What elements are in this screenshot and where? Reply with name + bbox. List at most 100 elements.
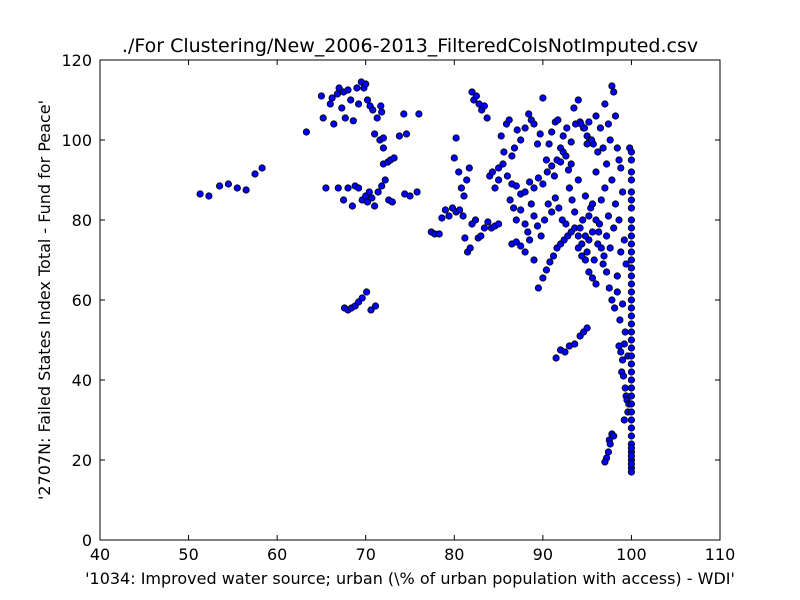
data-point [517, 242, 525, 250]
data-point [554, 116, 562, 124]
y-tick-label: 20 [72, 451, 92, 470]
data-point [494, 164, 503, 172]
data-point [484, 218, 492, 226]
data-point [438, 214, 446, 222]
data-point [627, 288, 636, 296]
data-point [627, 336, 636, 344]
x-tick-label: 90 [533, 545, 553, 564]
data-point [627, 156, 636, 164]
data-point [512, 238, 520, 246]
data-point [461, 234, 469, 242]
x-tick-label: 40 [90, 545, 110, 564]
data-point [608, 82, 616, 90]
data-point [561, 348, 569, 356]
data-point [344, 184, 352, 192]
data-point [627, 452, 636, 460]
data-point [339, 196, 348, 204]
data-point [621, 384, 629, 392]
data-point [513, 126, 521, 134]
data-point [459, 212, 467, 220]
data-point [512, 216, 520, 224]
data-point [527, 200, 535, 208]
data-point [545, 140, 553, 148]
y-tick-label: 80 [72, 211, 92, 230]
data-point [588, 200, 597, 208]
data-point [587, 136, 596, 144]
data-point [594, 148, 602, 156]
data-point [460, 192, 468, 200]
data-point [627, 304, 636, 312]
data-point [341, 114, 349, 122]
data-point [585, 212, 593, 220]
data-point [592, 112, 600, 120]
data-point [196, 190, 204, 198]
data-point [610, 304, 619, 312]
data-point [205, 192, 213, 200]
data-point [627, 344, 636, 352]
x-tick-label: 50 [178, 545, 198, 564]
data-point [415, 110, 423, 118]
data-point [604, 448, 613, 456]
data-point [543, 168, 551, 176]
data-point [452, 134, 460, 142]
data-point [328, 94, 336, 102]
data-point [627, 360, 636, 368]
data-point [379, 134, 387, 142]
data-point [627, 148, 636, 156]
data-point [322, 184, 330, 192]
data-point [567, 138, 575, 146]
data-point [406, 192, 414, 200]
x-axis-ticks: 40 50 60 70 80 90 100 110 [90, 60, 735, 564]
data-point [370, 130, 379, 138]
data-point [317, 92, 325, 100]
data-point [353, 84, 361, 92]
data-point [627, 248, 636, 256]
data-point [601, 458, 609, 466]
data-point [604, 120, 613, 128]
data-point [615, 156, 623, 164]
data-point [251, 170, 259, 178]
data-point [363, 198, 372, 206]
data-point [599, 144, 607, 152]
data-point [583, 248, 591, 256]
data-point [506, 196, 514, 204]
x-tick-label: 60 [267, 545, 287, 564]
data-point [627, 400, 636, 408]
data-point [627, 264, 636, 272]
data-point [525, 110, 533, 118]
data-point [503, 172, 511, 180]
data-point [615, 216, 623, 224]
data-point [445, 212, 453, 220]
data-point [548, 128, 556, 136]
data-point [620, 416, 628, 424]
data-point [588, 274, 597, 282]
data-point [377, 102, 385, 110]
data-point [517, 206, 525, 214]
data-point [530, 256, 538, 264]
data-point [512, 182, 520, 190]
data-point [335, 84, 343, 92]
data-point [588, 228, 597, 236]
data-point [468, 88, 476, 96]
data-point [608, 296, 616, 304]
data-point [590, 256, 598, 264]
data-point [521, 188, 529, 196]
data-point [537, 232, 545, 240]
data-point [555, 204, 563, 212]
data-point [592, 216, 600, 224]
y-tick-label: 60 [72, 291, 92, 310]
data-point [613, 144, 621, 152]
data-point [508, 152, 516, 160]
data-point [601, 184, 609, 192]
data-point [556, 158, 565, 166]
data-point [354, 100, 363, 108]
data-point [617, 164, 625, 172]
data-point [576, 224, 584, 232]
data-point [610, 88, 618, 96]
data-point [370, 202, 379, 210]
x-tick-label: 110 [705, 545, 736, 564]
data-point [542, 156, 551, 164]
data-point [602, 160, 611, 168]
data-point [596, 124, 605, 132]
